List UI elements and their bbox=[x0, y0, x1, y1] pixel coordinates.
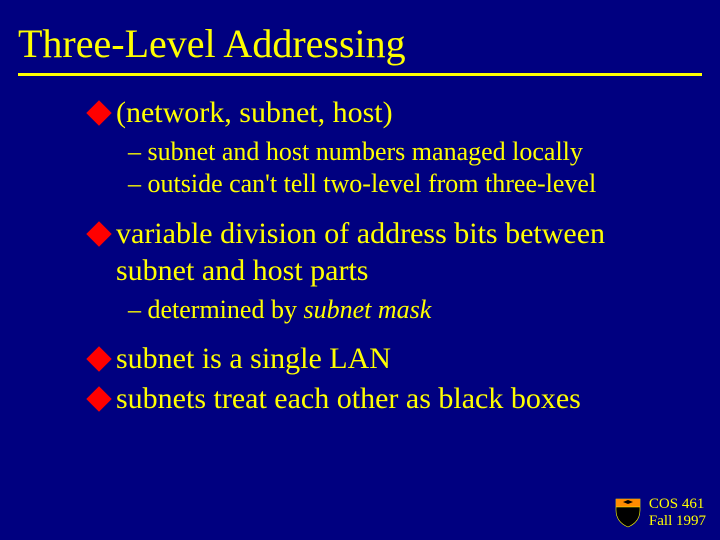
title-underline bbox=[18, 73, 702, 76]
slide-content: (network, subnet, host) – subnet and hos… bbox=[0, 94, 720, 417]
bullet-text: (network, subnet, host) bbox=[116, 94, 393, 132]
bullet-text: subnets treat each other as black boxes bbox=[116, 380, 581, 418]
slide-title: Three-Level Addressing bbox=[0, 0, 720, 73]
diamond-icon bbox=[86, 386, 111, 411]
slide-footer: COS 461 Fall 1997 bbox=[615, 496, 706, 531]
bullet-text: subnet is a single LAN bbox=[116, 340, 391, 378]
sub-item: – outside can't tell two-level from thre… bbox=[128, 168, 680, 201]
footer-line-2: Fall 1997 bbox=[649, 513, 706, 530]
diamond-icon bbox=[86, 221, 111, 246]
bullet-3: subnet is a single LAN bbox=[90, 340, 680, 378]
diamond-icon bbox=[86, 100, 111, 125]
bullet-4: subnets treat each other as black boxes bbox=[90, 380, 680, 418]
bullet-text: variable division of address bits betwee… bbox=[116, 215, 680, 290]
bullet-1: (network, subnet, host) bbox=[90, 94, 680, 132]
diamond-icon bbox=[86, 346, 111, 371]
footer-line-1: COS 461 bbox=[649, 496, 706, 513]
sub-item: – determined by subnet mask bbox=[128, 294, 680, 327]
footer-text: COS 461 Fall 1997 bbox=[649, 496, 706, 531]
sub-item-italic: subnet mask bbox=[303, 295, 431, 324]
shield-icon bbox=[615, 498, 641, 528]
sub-item-prefix: – determined by bbox=[128, 295, 303, 324]
sub-list-2: – determined by subnet mask bbox=[128, 294, 680, 327]
bullet-2: variable division of address bits betwee… bbox=[90, 215, 680, 290]
sub-list-1: – subnet and host numbers managed locall… bbox=[128, 136, 680, 201]
sub-item: – subnet and host numbers managed locall… bbox=[128, 136, 680, 169]
